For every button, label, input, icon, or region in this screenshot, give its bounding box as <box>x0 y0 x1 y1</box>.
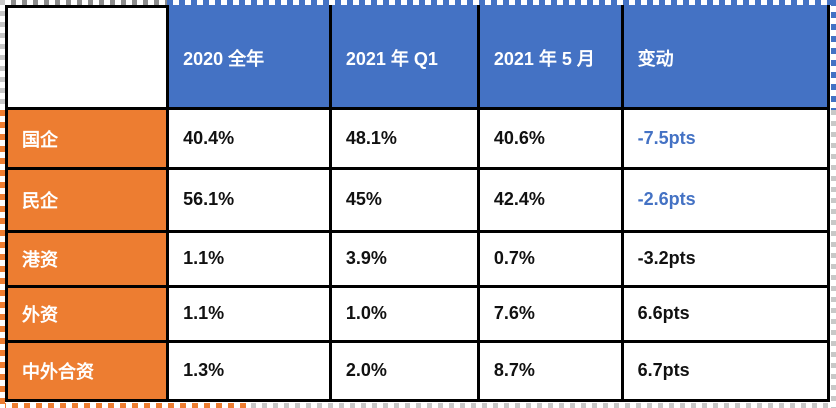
row-label: 外资 <box>4 284 170 343</box>
ants-right-gray-segment <box>831 110 836 408</box>
ants-left-orange-segment <box>0 110 5 408</box>
header-row: 2020 全年 2021 年 Q1 2021 年 5 月 变动 <box>4 4 831 111</box>
ants-left-gray-segment <box>0 0 5 111</box>
data-cell: 45% <box>328 166 480 233</box>
selection-ants-top <box>0 0 836 5</box>
row-label: 港资 <box>4 229 170 288</box>
ants-bottom-orange-segment <box>0 403 251 408</box>
data-cell: 1.0% <box>328 284 480 343</box>
data-cell: 0.7% <box>476 229 624 288</box>
data-cell: 40.6% <box>476 107 624 170</box>
col-header-2021-may: 2021 年 5 月 <box>476 4 624 111</box>
data-cell: 40.4% <box>166 107 332 170</box>
table-row-soe: 国企 40.4% 48.1% 40.6% -7.5pts <box>4 107 831 170</box>
ants-bottom-gray-segment <box>250 403 836 408</box>
corner-cell <box>4 4 170 111</box>
col-header-2020-full-year: 2020 全年 <box>166 4 332 111</box>
row-label: 中外合资 <box>4 339 170 403</box>
data-cell: 2.0% <box>328 339 480 403</box>
data-cell: 1.1% <box>166 284 332 343</box>
change-cell: 6.6pts <box>620 284 831 343</box>
table-wrap: 2020 全年 2021 年 Q1 2021 年 5 月 变动 国企 40.4%… <box>4 4 831 403</box>
col-header-2021-q1: 2021 年 Q1 <box>328 4 480 111</box>
selection-ants-left <box>0 0 5 408</box>
ants-right-blue-segment <box>831 0 836 111</box>
selection-ants-bottom <box>0 403 836 408</box>
row-label: 国企 <box>4 107 170 170</box>
data-cell: 3.9% <box>328 229 480 288</box>
data-cell: 42.4% <box>476 166 624 233</box>
ants-top-blue-segment <box>167 0 836 5</box>
data-cell: 8.7% <box>476 339 624 403</box>
data-cell: 1.1% <box>166 229 332 288</box>
selection-ants-right <box>831 0 836 408</box>
change-cell: 6.7pts <box>620 339 831 403</box>
data-cell: 1.3% <box>166 339 332 403</box>
row-label: 民企 <box>4 166 170 233</box>
ants-top-gray-segment <box>0 0 168 5</box>
data-cell: 7.6% <box>476 284 624 343</box>
change-cell: -3.2pts <box>620 229 831 288</box>
table-row-joint-venture: 中外合资 1.3% 2.0% 8.7% 6.7pts <box>4 339 831 403</box>
col-header-change: 变动 <box>620 4 831 111</box>
change-cell: -2.6pts <box>620 166 831 233</box>
table-row-private: 民企 56.1% 45% 42.4% -2.6pts <box>4 166 831 233</box>
table-row-foreign-capital: 外资 1.1% 1.0% 7.6% 6.6pts <box>4 284 831 343</box>
data-cell: 56.1% <box>166 166 332 233</box>
ownership-share-table: 2020 全年 2021 年 Q1 2021 年 5 月 变动 国企 40.4%… <box>4 4 831 403</box>
change-cell: -7.5pts <box>620 107 831 170</box>
table-row-hk-capital: 港资 1.1% 3.9% 0.7% -3.2pts <box>4 229 831 288</box>
data-cell: 48.1% <box>328 107 480 170</box>
